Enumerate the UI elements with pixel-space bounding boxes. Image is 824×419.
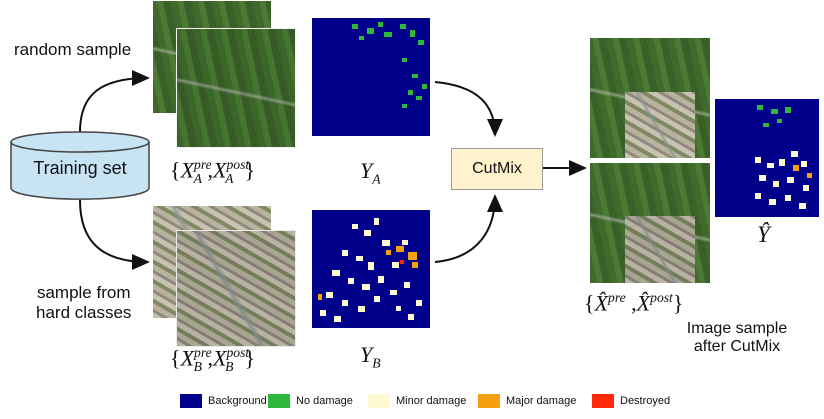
yhat-mask [715,99,819,217]
result-caption: Image sample after CutMix [654,320,820,356]
legend-swatch-no-damage [268,394,290,408]
ya-mask [312,18,430,136]
legend-label-major-damage: Major damage [506,395,577,407]
legend-swatch-major-damage [478,394,500,408]
xb-pair-label: {XpreB ,XpostB } [170,345,256,374]
legend-swatch-background [180,394,202,408]
arrow-yb-to-cutmix [434,194,503,263]
sample-a-post-image [176,28,296,148]
yb-label: YB [360,342,381,371]
legend-item-destroyed: Destroyed [592,394,670,408]
legend-swatch-minor-damage [368,394,390,408]
cutmix-box: CutMix [451,148,543,190]
legend-label-destroyed: Destroyed [620,395,671,407]
random-sample-label: random sample [14,40,132,59]
xa-pair-label: {XpreA ,XpostA } [170,157,256,186]
result-caption-line2: after CutMix [693,338,781,355]
legend-label-background: Background [208,395,267,407]
result-post-pasted-patch [625,216,695,283]
result-caption-line1: Image sample [686,320,788,337]
hard-sample-label: sample from hard classes [36,283,131,323]
legend-item-no-damage: No damage [268,394,353,408]
ya-label: YA [360,158,381,187]
arrow-to-random-sample [79,70,150,133]
legend-swatch-destroyed [592,394,614,408]
yhat-label: Ŷ [757,222,770,247]
xhat-pair-label: {X̂pre ,X̂post} [584,290,684,316]
legend-item-background: Background [180,394,267,408]
result-pre-image [590,38,710,158]
hard-sample-label-line2: hard classes [36,303,132,322]
sample-b-post-image [176,230,296,347]
legend-label-no-damage: No damage [296,395,353,407]
result-pre-pasted-patch [625,92,695,158]
arrow-to-hard-sample [79,199,150,270]
legend-item-major-damage: Major damage [478,394,576,408]
legend-item-minor-damage: Minor damage [368,394,466,408]
training-set-label: Training set [33,158,127,178]
hard-sample-label-line1: sample from [36,283,131,302]
training-set-cylinder [10,131,150,200]
yb-mask [312,210,430,328]
result-post-image [590,163,710,283]
legend-label-minor-damage: Minor damage [396,395,467,407]
arrow-ya-to-cutmix [434,81,503,137]
